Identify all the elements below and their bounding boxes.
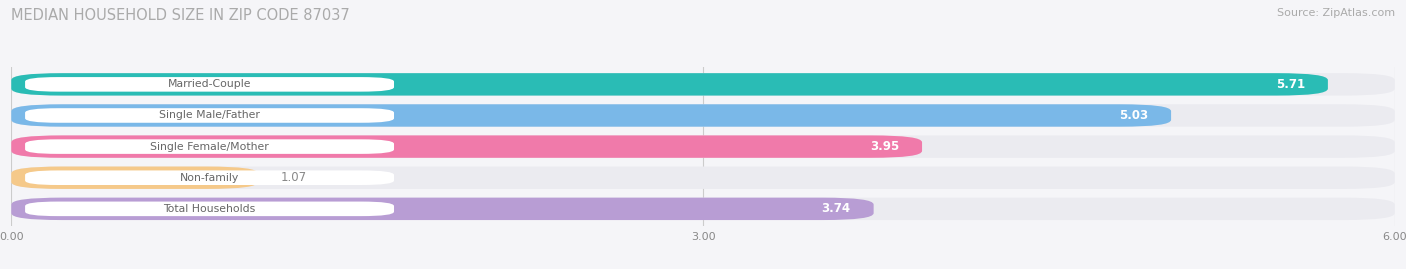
FancyBboxPatch shape: [11, 167, 257, 189]
FancyBboxPatch shape: [11, 167, 1395, 189]
FancyBboxPatch shape: [11, 73, 1327, 95]
FancyBboxPatch shape: [25, 108, 394, 123]
Text: Married-Couple: Married-Couple: [167, 79, 252, 89]
FancyBboxPatch shape: [25, 171, 394, 185]
Text: 1.07: 1.07: [281, 171, 307, 184]
Text: Non-family: Non-family: [180, 173, 239, 183]
FancyBboxPatch shape: [11, 135, 1395, 158]
Text: 5.03: 5.03: [1119, 109, 1149, 122]
FancyBboxPatch shape: [11, 198, 873, 220]
FancyBboxPatch shape: [11, 198, 1395, 220]
Text: Source: ZipAtlas.com: Source: ZipAtlas.com: [1277, 8, 1395, 18]
FancyBboxPatch shape: [25, 77, 394, 92]
Text: Single Male/Father: Single Male/Father: [159, 111, 260, 121]
Text: Single Female/Mother: Single Female/Mother: [150, 141, 269, 152]
FancyBboxPatch shape: [11, 104, 1395, 127]
Text: Total Households: Total Households: [163, 204, 256, 214]
FancyBboxPatch shape: [11, 104, 1171, 127]
Text: 3.95: 3.95: [870, 140, 898, 153]
FancyBboxPatch shape: [25, 201, 394, 216]
FancyBboxPatch shape: [25, 139, 394, 154]
FancyBboxPatch shape: [11, 135, 922, 158]
Text: MEDIAN HOUSEHOLD SIZE IN ZIP CODE 87037: MEDIAN HOUSEHOLD SIZE IN ZIP CODE 87037: [11, 8, 350, 23]
Text: 3.74: 3.74: [821, 202, 851, 215]
FancyBboxPatch shape: [11, 73, 1395, 95]
Text: 5.71: 5.71: [1275, 78, 1305, 91]
